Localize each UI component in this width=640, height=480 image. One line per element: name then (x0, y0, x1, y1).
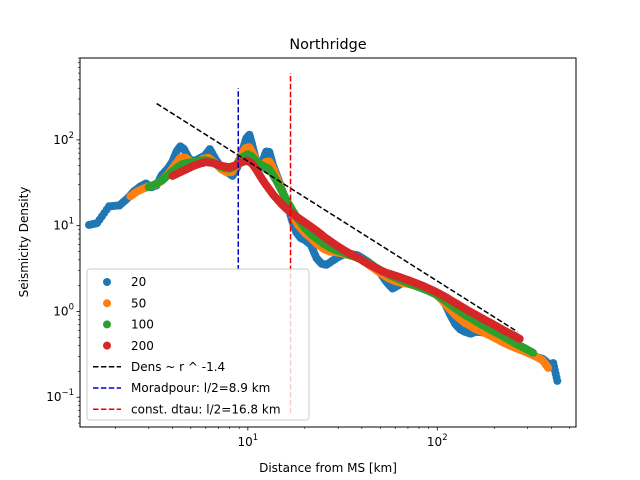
x-axis-label: Distance from MS [km] (259, 461, 397, 475)
legend-entry-4: Dens ~ r ^ -1.4 (93, 360, 225, 374)
point-200-59 (515, 334, 524, 343)
plot-area (85, 73, 562, 414)
y-tick-label-2: 101 (53, 217, 74, 233)
y-tick-label-3: 102 (53, 131, 74, 147)
x-tick-label-1: 102 (427, 433, 448, 449)
y-tick-label-1: 100 (53, 302, 74, 318)
legend-entry-3: 200 (103, 339, 154, 353)
legend-label: 200 (131, 339, 154, 353)
legend-label: 100 (131, 318, 154, 332)
legend-marker (103, 299, 111, 308)
legend-marker (103, 320, 111, 329)
point-50-69 (544, 363, 553, 372)
axes-frame (79, 57, 577, 428)
legend-entry-5: Moradpour: l/2=8.9 km (93, 381, 270, 395)
legend-label: const. dtau: l/2=16.8 km (131, 402, 281, 416)
legend-entry-2: 100 (103, 318, 154, 332)
legend-marker (103, 278, 111, 286)
point-20-86 (553, 376, 562, 385)
legend-marker (103, 341, 111, 350)
y-axis-label: Seismicity Density (17, 187, 31, 298)
y-axis-ticks: 10−1 100 101 102 (46, 57, 80, 424)
x-axis-ticks: 101 102 (115, 427, 570, 449)
legend-entry-0: 20 (103, 275, 146, 289)
legend-label: Dens ~ r ^ -1.4 (131, 360, 225, 374)
x-tick-label-0: 101 (237, 433, 258, 449)
legend-entry-1: 50 (103, 296, 146, 310)
y-tick-label-0: 10−1 (46, 388, 74, 404)
legend-label: 50 (131, 296, 146, 310)
legend-items: 20 50 100 200 Dens ~ r ^ -1.4 Moradpour: l/2=… (93, 275, 281, 416)
legend-label: 20 (131, 275, 146, 289)
reference-line-0 (156, 102, 518, 333)
legend-label: Moradpour: l/2=8.9 km (131, 381, 270, 395)
legend: 20 50 100 200 Dens ~ r ^ -1.4 Moradpour: l/2=… (86, 268, 310, 421)
series-layer (85, 130, 562, 385)
series-200 (168, 156, 524, 343)
point-100-61 (529, 348, 537, 357)
chart-title: Northridge (289, 37, 366, 53)
legend-entry-6: const. dtau: l/2=16.8 km (93, 402, 281, 416)
legend-box (86, 268, 310, 421)
